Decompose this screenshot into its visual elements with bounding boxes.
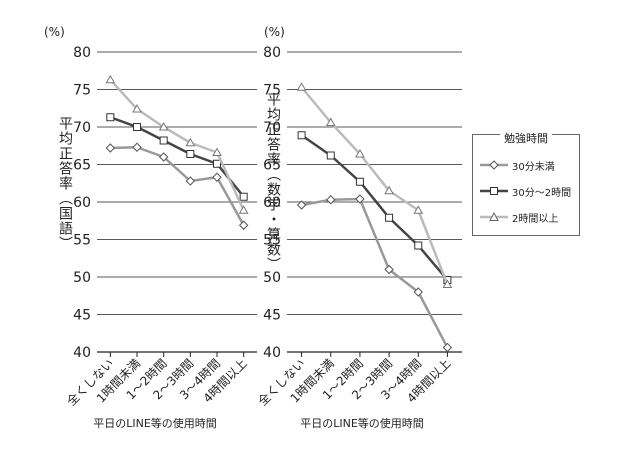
data-point-triangle bbox=[296, 82, 307, 91]
unit-label: (%) bbox=[264, 25, 285, 39]
y-tick-label: 75 bbox=[73, 83, 91, 99]
legend: 勉強時間 30分未満 30分～2時間 2時間以上 bbox=[472, 132, 580, 236]
data-point-triangle bbox=[325, 117, 336, 126]
y-tick-label: 50 bbox=[73, 270, 91, 286]
data-point-square bbox=[355, 177, 364, 186]
data-point-square bbox=[326, 151, 335, 160]
data-point-triangle bbox=[442, 279, 453, 288]
data-point-square bbox=[213, 159, 221, 168]
x-axis-label: 平日のLINE等の使用時間 bbox=[93, 416, 217, 430]
legend-item-over-2h: 2時間以上 bbox=[479, 209, 558, 225]
data-point-square bbox=[106, 113, 115, 122]
data-point-triangle bbox=[105, 74, 116, 84]
legend-swatch-triangle bbox=[480, 211, 508, 221]
data-point-triangle bbox=[158, 121, 169, 131]
data-point-square bbox=[385, 213, 394, 222]
legend-label: 2時間以上 bbox=[512, 213, 559, 225]
legend-title: 勉強時間 bbox=[500, 132, 552, 145]
chart-panel-2: 404550556065707580(%)平均正答率（数学・算数）全くしない1時… bbox=[255, 25, 462, 430]
data-point-diamond bbox=[442, 342, 453, 353]
series-line-1 bbox=[301, 197, 449, 349]
y-tick-label: 70 bbox=[263, 120, 281, 136]
data-point-square bbox=[186, 150, 195, 158]
y-tick-label: 65 bbox=[73, 158, 91, 174]
data-point-square bbox=[239, 192, 248, 201]
data-point-diamond bbox=[185, 176, 196, 186]
y-axis-label: 平均正答率（数学・算数） bbox=[265, 92, 281, 272]
y-tick-label: 40 bbox=[263, 345, 281, 361]
data-point-triangle bbox=[238, 205, 249, 214]
y-tick-label: 80 bbox=[263, 45, 281, 61]
data-point-square bbox=[159, 136, 168, 145]
data-point-square bbox=[414, 241, 423, 250]
y-tick-label: 45 bbox=[263, 308, 281, 324]
y-tick-label: 50 bbox=[263, 270, 281, 286]
y-tick-label: 55 bbox=[263, 233, 281, 249]
data-point-diamond bbox=[212, 172, 222, 182]
y-tick-label: 75 bbox=[263, 83, 281, 99]
chart-panel-1: 404550556065707580(%)平均正答率（国語）全くしない1時間未満… bbox=[44, 25, 257, 430]
y-axis-label: 平均正答率（国語） bbox=[57, 116, 73, 251]
unit-label: (%) bbox=[44, 25, 65, 39]
data-point-diamond bbox=[296, 200, 307, 210]
data-point-diamond bbox=[238, 220, 249, 230]
series-line-2 bbox=[109, 116, 245, 198]
series-line-1 bbox=[110, 146, 245, 226]
x-axis-label: 平日のLINE等の使用時間 bbox=[300, 416, 424, 430]
legend-title-wrap: 勉強時間 bbox=[473, 127, 579, 146]
data-point-diamond bbox=[384, 264, 394, 275]
series-line-3 bbox=[109, 78, 245, 211]
data-point-diamond bbox=[413, 287, 423, 297]
legend-item-under-30min: 30分未満 bbox=[479, 157, 555, 173]
data-point-triangle bbox=[132, 103, 142, 113]
y-tick-label: 60 bbox=[73, 195, 91, 211]
legend-label: 30分～2時間 bbox=[512, 187, 572, 199]
data-point-diamond bbox=[355, 194, 365, 204]
y-tick-label: 55 bbox=[73, 233, 91, 249]
data-point-diamond bbox=[132, 142, 142, 152]
legend-swatch-square bbox=[480, 187, 508, 195]
legend-swatch-diamond bbox=[480, 160, 508, 170]
y-tick-label: 45 bbox=[73, 308, 91, 324]
data-point-triangle bbox=[355, 148, 365, 158]
series-line-3 bbox=[300, 86, 449, 285]
y-tick-label: 70 bbox=[73, 120, 91, 136]
data-point-diamond bbox=[105, 143, 116, 153]
data-point-square bbox=[133, 123, 141, 131]
data-point-diamond bbox=[158, 152, 169, 162]
data-point-triangle bbox=[212, 147, 222, 156]
data-point-triangle bbox=[384, 185, 394, 195]
legend-item-30min-2h: 30分～2時間 bbox=[479, 183, 571, 199]
data-point-square bbox=[297, 131, 306, 140]
y-tick-label: 80 bbox=[73, 45, 91, 61]
y-tick-label: 40 bbox=[73, 345, 91, 361]
y-tick-label: 65 bbox=[263, 158, 281, 174]
legend-label: 30分未満 bbox=[512, 161, 555, 173]
data-point-triangle bbox=[185, 137, 196, 147]
y-tick-label: 60 bbox=[263, 195, 281, 211]
data-point-triangle bbox=[413, 205, 424, 214]
series-line-2 bbox=[300, 134, 449, 281]
data-point-diamond bbox=[326, 195, 336, 205]
